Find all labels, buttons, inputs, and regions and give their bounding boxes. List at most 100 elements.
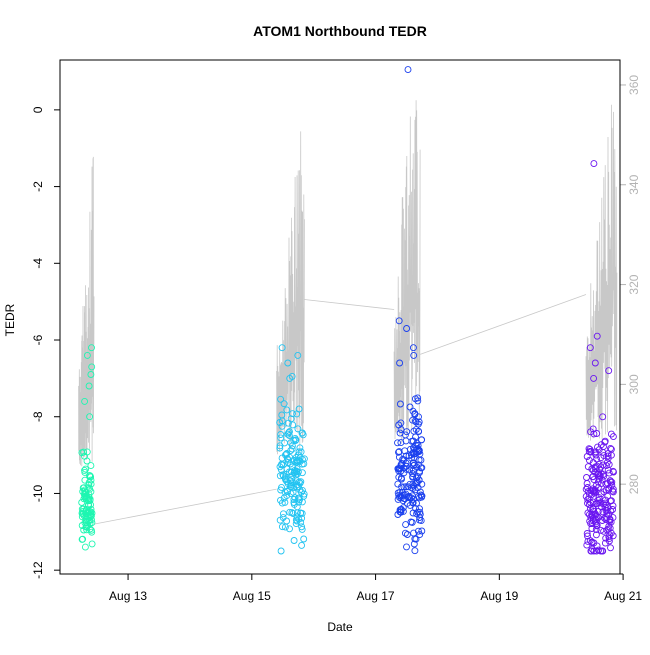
data-point [594,496,602,504]
data-point [405,452,413,460]
data-point [605,522,613,530]
data-point [283,406,291,414]
data-point [605,486,613,494]
data-point [416,505,423,513]
data-point [609,532,617,540]
data-point [414,484,422,492]
data-point [600,488,608,496]
gray-line-burst [585,104,618,441]
y-right-tick-label: 340 [627,174,641,194]
data-point [412,479,420,487]
data-point [585,490,593,498]
data-point [599,413,607,421]
data-point [409,344,417,352]
data-point [603,458,611,466]
data-point [414,397,422,405]
data-point [413,499,420,507]
data-point [277,395,285,403]
data-point [78,499,86,506]
data-point [276,419,284,426]
data-point [276,444,284,452]
data-point [595,546,602,554]
data-point [292,471,300,479]
y-right-tick-label: 280 [627,474,641,494]
data-point [403,325,411,332]
data-point [605,533,613,541]
data-point [606,477,614,485]
data-point [284,359,292,367]
data-point [286,525,293,533]
data-point [85,484,93,492]
data-point [593,499,601,507]
data-point [298,514,306,522]
data-point [416,469,423,477]
data-point [81,519,89,527]
data-point [87,371,95,378]
data-point [287,490,295,498]
data-point [83,515,91,523]
data-point [290,537,298,544]
data-point [277,431,285,438]
data-point [298,523,306,531]
data-point [402,490,410,498]
data-point [413,510,421,518]
data-point [584,537,592,545]
data-point [288,445,296,453]
data-point [87,501,95,509]
data-point [408,494,415,502]
data-point [80,448,88,456]
data-point [298,541,306,549]
scatter-points-layer [78,66,617,555]
y-left-tick-label: -4 [31,258,45,269]
data-point [583,453,591,460]
data-point [597,469,605,477]
x-tick-label: Aug 17 [357,589,395,603]
data-point [398,489,406,497]
data-point [403,531,411,538]
data-point [281,451,289,459]
data-point [278,344,286,352]
data-point [592,526,600,533]
data-point [396,359,404,367]
data-point [415,492,422,500]
chart-title: ATOM1 Northbound TEDR [253,23,427,39]
data-point [410,540,418,548]
data-point [289,479,297,487]
data-point [289,410,296,418]
data-point [409,416,417,424]
data-point [399,507,407,515]
data-point [293,483,301,491]
data-point [287,415,295,423]
data-point [418,527,426,535]
data-point [589,473,597,481]
data-point [277,496,284,504]
data-point [586,344,594,352]
y-left-tick-label: -10 [31,484,45,502]
data-point [402,521,410,529]
y-right-tick-label: 360 [627,75,641,95]
data-point [587,547,595,555]
y-left-tick-label: -2 [31,181,45,192]
data-point [85,382,93,390]
data-point [415,413,422,421]
data-point [87,526,95,534]
data-point [288,463,296,471]
data-point [597,454,605,462]
data-point [297,509,305,517]
y-right-tick-label: 300 [627,374,641,394]
data-point [411,461,418,469]
data-point [81,466,88,474]
data-point [82,465,90,473]
data-point [409,462,417,470]
data-point [601,437,609,445]
data-point [297,518,305,526]
data-point [397,439,405,447]
data-point [403,543,410,551]
data-point [286,374,294,382]
data-point [79,488,87,495]
data-point [85,481,93,489]
data-point [282,476,290,484]
data-point [294,425,302,433]
